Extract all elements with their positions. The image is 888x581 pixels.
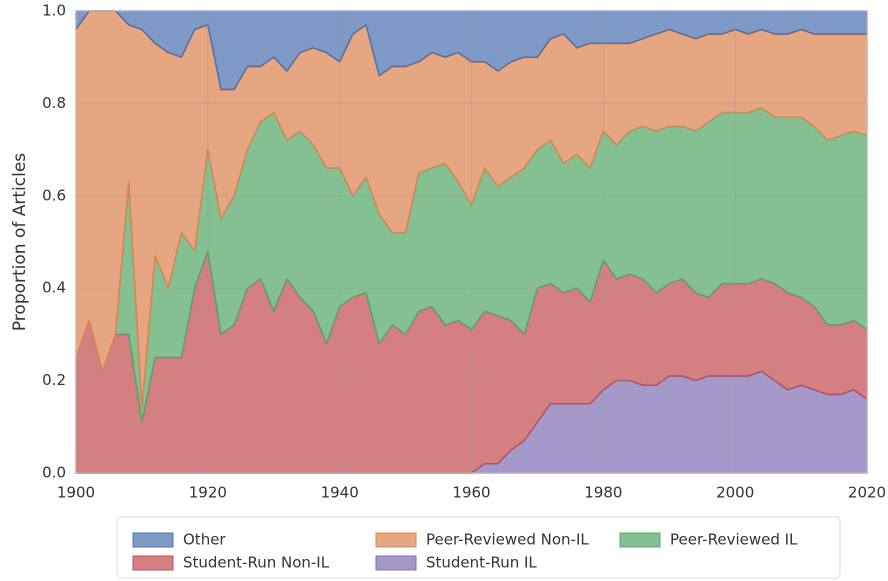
x-tick-label: 1960 [452,484,490,502]
legend-swatch [375,555,417,571]
legend-swatch [132,555,174,571]
y-tick-label: 0.4 [42,279,66,297]
plot-frame [75,10,868,474]
x-tick-label: 2020 [848,484,886,502]
x-tick-label: 1900 [57,484,95,502]
legend-swatch [132,532,174,548]
legend-swatch [375,532,417,548]
legend: Other Student-Run Non-IL Peer-Reviewed Non… [116,516,841,579]
y-tick-label: 1.0 [42,2,66,20]
y-tick-label: 0.0 [42,464,66,482]
x-tick-label: 2000 [716,484,754,502]
legend-label: Student-Run IL [426,554,537,572]
legend-frame [116,516,841,579]
y-tick-label: 0.6 [42,186,66,204]
legend-label: Student-Run Non-IL [183,554,330,572]
y-tick-label: 0.8 [42,94,66,112]
y-axis-label: Proportion of Articles [10,153,30,331]
y-tick-label: 0.2 [42,371,66,389]
x-tick-label: 1980 [584,484,622,502]
legend-label: Other [183,531,226,549]
legend-label: Peer-Reviewed IL [670,531,798,549]
x-tick-label: 1940 [321,484,359,502]
legend-swatch [619,532,661,548]
x-tick-label: 1920 [189,484,227,502]
legend-label: Peer-Reviewed Non-IL [426,531,589,549]
